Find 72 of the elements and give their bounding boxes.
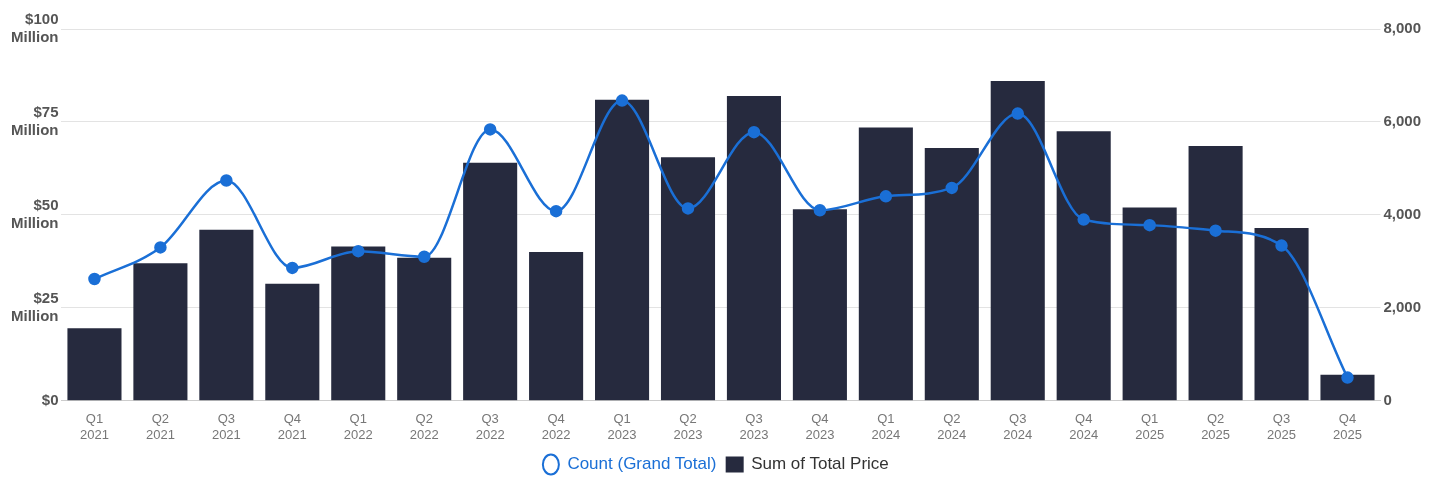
- x-tick-label: Q3 2023: [739, 411, 769, 442]
- y-tick-label: $50 Million: [10, 196, 59, 232]
- bar: [792, 209, 847, 401]
- bar: [660, 157, 716, 401]
- bar: [1188, 146, 1243, 401]
- bar: [595, 99, 650, 401]
- y-tick-label: $75 Million: [10, 103, 59, 139]
- x-tick-label: Q2 2021: [145, 411, 175, 442]
- point: [1209, 224, 1222, 237]
- y-tick-label: $0: [41, 390, 59, 408]
- point: [286, 261, 299, 275]
- point: [747, 125, 761, 139]
- point: [813, 204, 827, 217]
- bar: [924, 147, 979, 401]
- bar: [1320, 374, 1375, 401]
- point: [615, 94, 629, 107]
- x-tick-label: Q3 2021: [211, 411, 241, 442]
- x-tick-label: Q2 2024: [937, 411, 967, 442]
- point: [1341, 371, 1354, 384]
- y2-tick-label: 6,000: [1383, 112, 1422, 130]
- x-tick-label: Q1 2025: [1135, 411, 1165, 442]
- bar: [463, 162, 518, 401]
- y2-tick-label: 0: [1383, 390, 1392, 408]
- y2-tick-label: 4,000: [1383, 205, 1422, 223]
- point: [352, 244, 365, 258]
- point: [1011, 107, 1024, 120]
- y2-tick-label: 8,000: [1383, 19, 1422, 37]
- point: [549, 204, 563, 218]
- bar: [397, 257, 452, 401]
- bar: [133, 263, 188, 401]
- x-tick-label: Q4 2022: [541, 411, 571, 442]
- bar: [199, 229, 254, 401]
- bar: [67, 328, 122, 401]
- bar: [265, 283, 320, 401]
- x-tick-label: Q4 2025: [1333, 411, 1362, 442]
- x-tick-label: Q3 2024: [1003, 411, 1033, 442]
- x-tick-label: Q2 2025: [1201, 411, 1231, 442]
- bar: [990, 81, 1045, 401]
- x-tick-label: Q3 2025: [1267, 411, 1296, 442]
- point: [417, 250, 431, 263]
- point: [945, 181, 959, 195]
- point: [483, 123, 497, 136]
- x-tick-label: Q4 2023: [805, 411, 835, 442]
- bar: [529, 252, 584, 401]
- point: [88, 272, 101, 286]
- x-tick-label: Q2 2023: [673, 411, 703, 442]
- bar: [1122, 207, 1177, 401]
- x-tick-label: Q2 2022: [409, 411, 439, 442]
- y2-tick-label: 2,000: [1383, 297, 1422, 315]
- point: [681, 202, 695, 215]
- x-tick-label: Q4 2021: [277, 411, 307, 442]
- x-tick-label: Q3 2022: [475, 411, 505, 442]
- bar: [858, 127, 913, 401]
- y-tick-label: $100 Million: [10, 10, 59, 46]
- legend-label: Sum of Total Price: [751, 454, 889, 474]
- point: [154, 241, 167, 254]
- point: [1143, 218, 1156, 232]
- legend-label: Count (Grand Total): [567, 454, 717, 474]
- x-tick-label: Q1 2023: [607, 411, 637, 442]
- x-tick-label: Q1 2021: [80, 411, 109, 442]
- bar: [726, 95, 781, 401]
- y-tick-label: $25 Million: [10, 288, 59, 324]
- point: [1077, 213, 1090, 226]
- x-tick-label: Q1 2022: [343, 411, 373, 442]
- x-tick-label: Q4 2024: [1069, 411, 1099, 442]
- point: [1275, 239, 1288, 252]
- point: [220, 174, 233, 187]
- bar: [1254, 227, 1309, 401]
- x-tick-label: Q1 2024: [871, 411, 901, 442]
- bar: [1056, 131, 1111, 401]
- bar: [331, 246, 386, 401]
- point: [879, 190, 893, 203]
